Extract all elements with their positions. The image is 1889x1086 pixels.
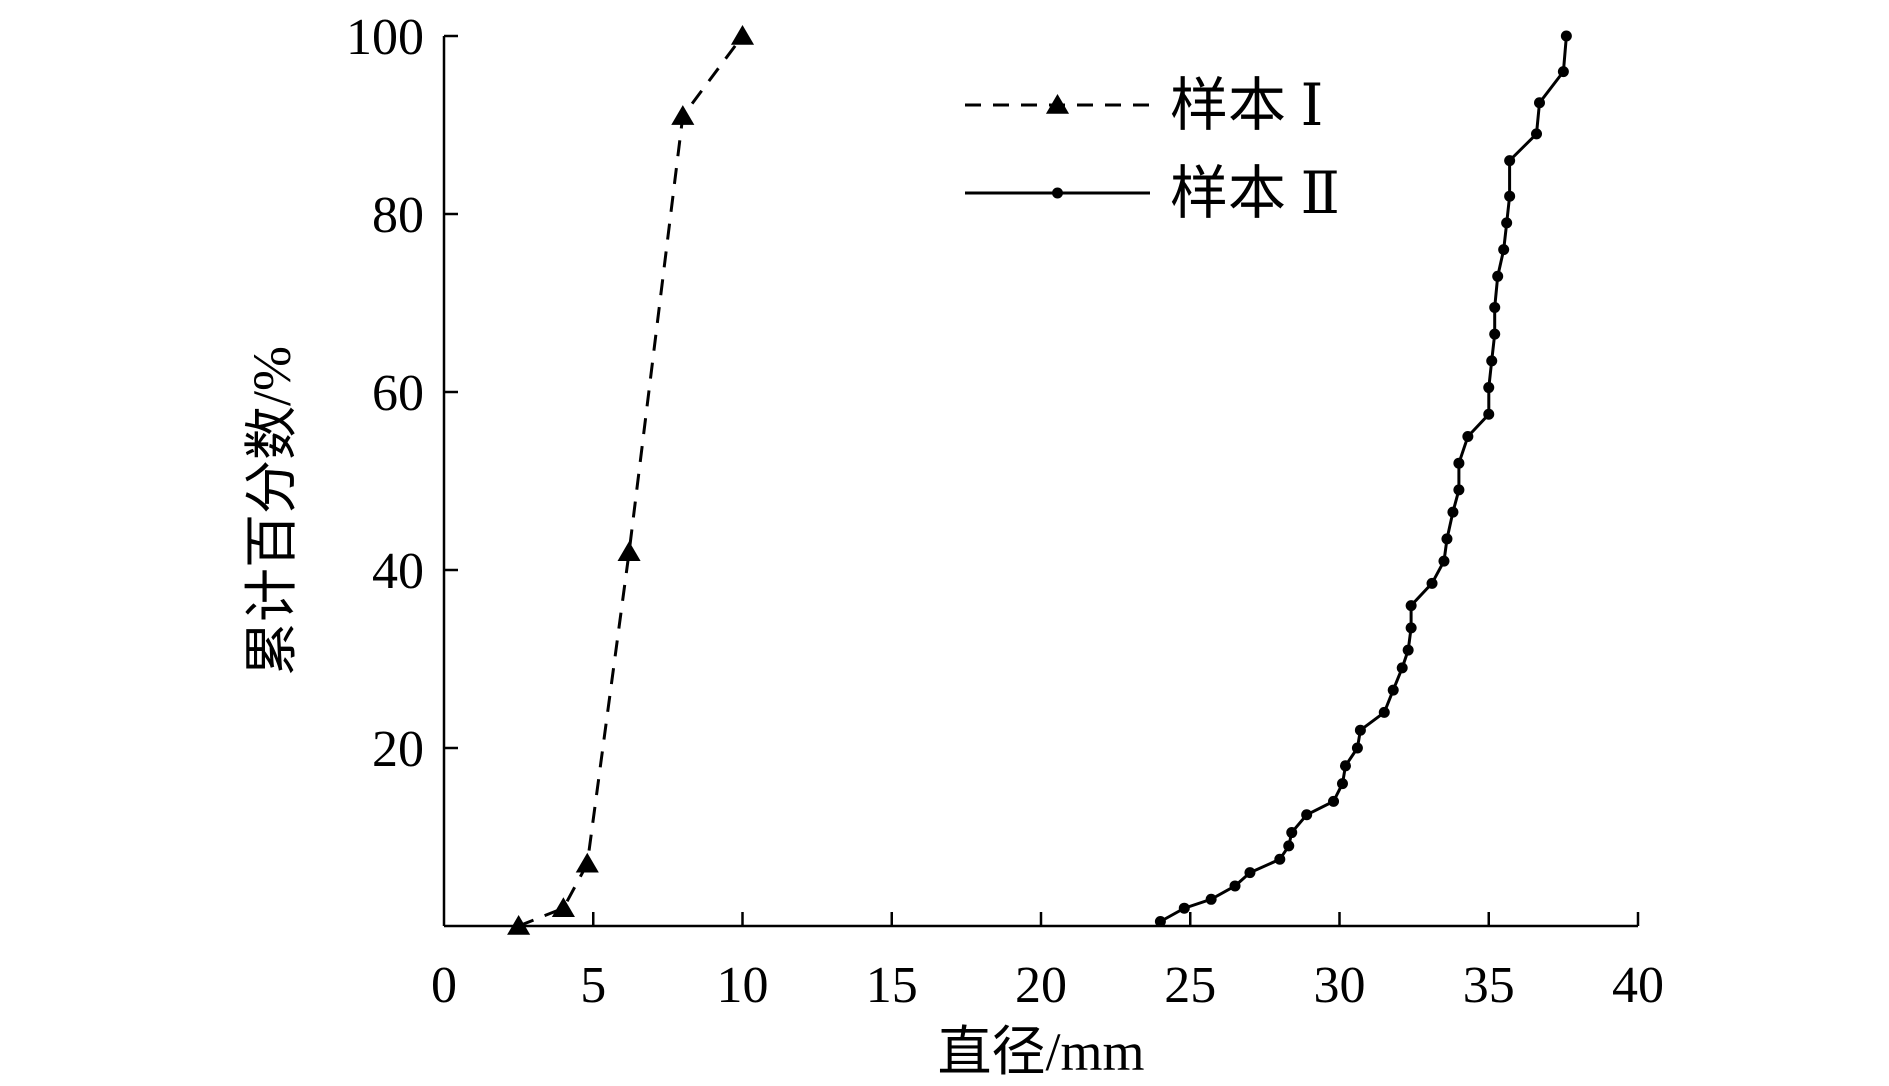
series-1-line bbox=[518, 35, 744, 928]
data-point-circle bbox=[1274, 853, 1286, 865]
legend-entry-2: 样本 Ⅱ bbox=[965, 161, 1340, 226]
data-point-circle bbox=[1504, 190, 1516, 202]
data-point-circle bbox=[1489, 301, 1501, 313]
data-point-circle bbox=[1533, 97, 1545, 109]
data-point-triangle bbox=[730, 25, 755, 45]
data-point-circle bbox=[1557, 66, 1569, 78]
data-point-circle bbox=[1205, 893, 1217, 905]
legend-label: 样本 Ⅰ bbox=[1170, 73, 1323, 138]
data-point-circle bbox=[1504, 155, 1516, 167]
data-point-triangle bbox=[617, 541, 641, 561]
x-tick-label: 20 bbox=[1015, 957, 1067, 1014]
data-point-circle bbox=[1154, 916, 1166, 928]
data-point-circle bbox=[1483, 382, 1495, 394]
x-axis-title: 直径/mm bbox=[937, 1022, 1144, 1082]
data-point-circle bbox=[1387, 684, 1399, 696]
data-point-circle bbox=[1489, 328, 1501, 340]
x-tick-label: 40 bbox=[1612, 957, 1664, 1014]
data-point-circle bbox=[1229, 880, 1241, 892]
y-tick-label: 100 bbox=[346, 9, 424, 66]
x-tick-label: 10 bbox=[717, 957, 769, 1014]
data-point-circle bbox=[1483, 408, 1495, 420]
x-tick-label: 25 bbox=[1164, 957, 1216, 1014]
y-tick-label: 40 bbox=[372, 543, 424, 600]
data-point-circle bbox=[1339, 760, 1351, 772]
data-point-circle bbox=[1402, 644, 1414, 656]
data-point-triangle bbox=[671, 105, 695, 125]
y-tick-label: 20 bbox=[372, 721, 424, 778]
x-tick-label: 0 bbox=[431, 957, 457, 1014]
data-point-triangle bbox=[575, 852, 599, 873]
data-point-circle bbox=[1244, 867, 1256, 879]
series-2 bbox=[1154, 30, 1572, 928]
data-point-circle bbox=[1328, 795, 1340, 807]
series-layer bbox=[507, 25, 1572, 935]
data-point-circle bbox=[1560, 30, 1572, 42]
data-point-circle bbox=[1283, 840, 1295, 852]
y-axis-title: 累计百分数/% bbox=[242, 346, 302, 676]
data-point-circle bbox=[1447, 506, 1459, 518]
data-point-triangle bbox=[551, 897, 575, 917]
legend-entry-1: 样本 Ⅰ bbox=[965, 73, 1323, 138]
data-point-triangle bbox=[507, 915, 531, 935]
legend-label: 样本 Ⅱ bbox=[1170, 161, 1340, 226]
x-tick-label: 35 bbox=[1463, 957, 1515, 1014]
data-point-circle bbox=[1301, 809, 1313, 821]
data-point-circle bbox=[1178, 902, 1190, 914]
data-point-circle bbox=[1426, 577, 1438, 589]
legend: 样本 Ⅰ 样本 Ⅱ bbox=[965, 73, 1340, 226]
data-point-circle bbox=[1336, 778, 1348, 790]
data-point-circle bbox=[1531, 128, 1543, 140]
data-point-circle bbox=[1486, 355, 1498, 367]
data-point-circle bbox=[1441, 533, 1453, 545]
data-point-circle bbox=[1453, 484, 1465, 496]
x-tick-label: 30 bbox=[1314, 957, 1366, 1014]
axes: 0 5 10 15 20 25 30 35 40 20 40 60 80 100 直径/mm 累计百分数/% bbox=[242, 9, 1664, 1082]
data-point-circle bbox=[1405, 600, 1417, 612]
data-point-circle bbox=[1354, 724, 1366, 736]
y-tick-label: 80 bbox=[372, 187, 424, 244]
data-point-circle bbox=[1501, 217, 1513, 229]
data-point-circle bbox=[1396, 662, 1408, 674]
data-point-circle bbox=[1351, 742, 1363, 754]
data-point-circle bbox=[1498, 244, 1510, 256]
data-point-circle bbox=[1492, 270, 1504, 282]
data-point-circle bbox=[1405, 622, 1417, 634]
data-point-circle bbox=[1378, 706, 1390, 718]
x-tick-label: 5 bbox=[580, 957, 606, 1014]
data-point-circle bbox=[1462, 431, 1474, 442]
x-tick-label: 15 bbox=[866, 957, 918, 1014]
legend-marker-circle bbox=[1052, 187, 1063, 199]
data-point-circle bbox=[1286, 827, 1298, 839]
data-point-circle bbox=[1438, 555, 1450, 567]
data-point-circle bbox=[1453, 457, 1465, 469]
legend-marker-triangle bbox=[1045, 94, 1070, 114]
y-tick-label: 60 bbox=[372, 365, 424, 422]
series-1 bbox=[507, 25, 755, 935]
